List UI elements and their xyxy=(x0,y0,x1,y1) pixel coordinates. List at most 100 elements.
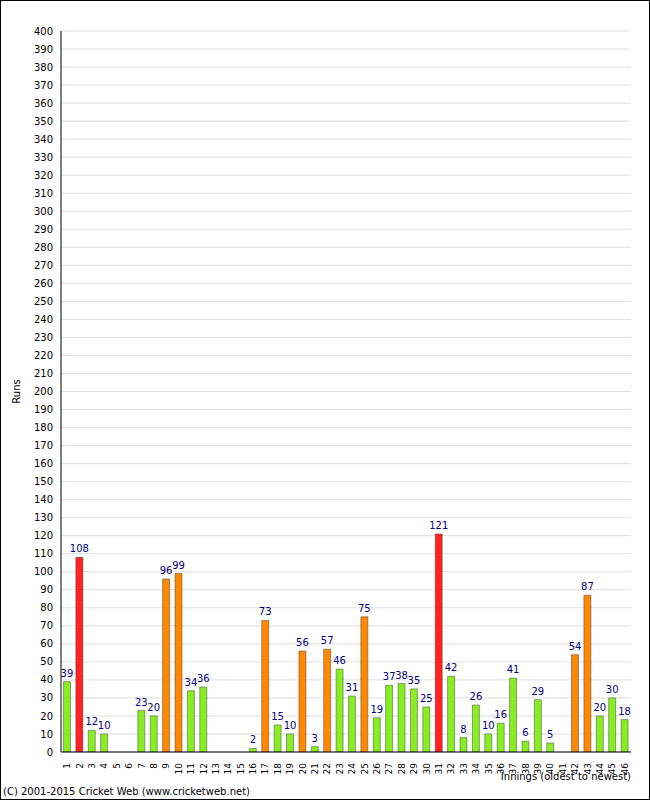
svg-text:31: 31 xyxy=(346,682,359,693)
svg-text:19: 19 xyxy=(285,763,295,774)
svg-text:10: 10 xyxy=(284,720,297,731)
svg-text:18: 18 xyxy=(618,706,631,717)
svg-text:10: 10 xyxy=(98,720,111,731)
svg-text:200: 200 xyxy=(34,386,53,397)
svg-text:96: 96 xyxy=(160,565,173,576)
svg-text:56: 56 xyxy=(296,637,309,648)
svg-text:7: 7 xyxy=(137,763,147,769)
svg-text:340: 340 xyxy=(34,134,53,145)
svg-text:11: 11 xyxy=(186,763,196,774)
svg-text:46: 46 xyxy=(333,655,346,666)
svg-text:380: 380 xyxy=(34,62,53,73)
svg-text:35: 35 xyxy=(408,675,421,686)
svg-text:24: 24 xyxy=(347,763,357,774)
svg-text:6: 6 xyxy=(522,727,528,738)
svg-text:87: 87 xyxy=(581,581,594,592)
svg-text:110: 110 xyxy=(34,548,53,559)
svg-text:260: 260 xyxy=(34,278,53,289)
svg-text:17: 17 xyxy=(260,763,270,774)
svg-text:350: 350 xyxy=(34,116,53,127)
svg-text:15: 15 xyxy=(236,763,246,774)
svg-text:20: 20 xyxy=(40,711,53,722)
svg-text:26: 26 xyxy=(372,763,382,774)
svg-text:130: 130 xyxy=(34,512,53,523)
svg-text:10: 10 xyxy=(174,763,184,774)
svg-text:27: 27 xyxy=(384,763,394,774)
svg-text:280: 280 xyxy=(34,242,53,253)
svg-text:0: 0 xyxy=(47,747,53,758)
svg-text:80: 80 xyxy=(40,602,53,613)
svg-text:5: 5 xyxy=(547,729,553,740)
svg-text:10: 10 xyxy=(482,720,495,731)
svg-text:19: 19 xyxy=(370,704,383,715)
svg-text:160: 160 xyxy=(34,458,53,469)
svg-text:8: 8 xyxy=(460,724,466,735)
svg-text:36: 36 xyxy=(197,673,210,684)
svg-text:6: 6 xyxy=(124,763,134,769)
svg-text:1: 1 xyxy=(62,763,72,769)
svg-text:99: 99 xyxy=(172,560,185,571)
svg-text:30: 30 xyxy=(422,763,432,774)
svg-text:240: 240 xyxy=(34,314,53,325)
svg-text:3: 3 xyxy=(312,733,318,744)
svg-text:290: 290 xyxy=(34,224,53,235)
svg-text:230: 230 xyxy=(34,332,53,343)
svg-text:400: 400 xyxy=(34,26,53,37)
svg-text:220: 220 xyxy=(34,350,53,361)
svg-text:250: 250 xyxy=(34,296,53,307)
svg-text:20: 20 xyxy=(593,702,606,713)
svg-text:90: 90 xyxy=(40,584,53,595)
svg-text:29: 29 xyxy=(531,686,544,697)
svg-text:320: 320 xyxy=(34,170,53,181)
svg-text:370: 370 xyxy=(34,80,53,91)
svg-text:150: 150 xyxy=(34,476,53,487)
svg-text:210: 210 xyxy=(34,368,53,379)
svg-text:32: 32 xyxy=(446,763,456,774)
svg-text:3: 3 xyxy=(87,763,97,769)
svg-text:2: 2 xyxy=(75,763,85,769)
svg-text:31: 31 xyxy=(434,763,444,774)
svg-text:13: 13 xyxy=(211,763,221,774)
svg-text:4: 4 xyxy=(99,763,109,769)
svg-text:25: 25 xyxy=(360,763,370,774)
svg-text:360: 360 xyxy=(34,98,53,109)
svg-text:121: 121 xyxy=(429,520,448,531)
svg-text:29: 29 xyxy=(409,763,419,774)
svg-text:41: 41 xyxy=(507,664,520,675)
svg-text:54: 54 xyxy=(569,641,582,652)
svg-text:35: 35 xyxy=(484,763,494,774)
svg-text:34: 34 xyxy=(185,677,198,688)
svg-text:23: 23 xyxy=(335,763,345,774)
svg-text:34: 34 xyxy=(471,763,481,774)
svg-text:170: 170 xyxy=(34,440,53,451)
svg-text:33: 33 xyxy=(459,763,469,774)
svg-text:20: 20 xyxy=(298,763,308,774)
svg-text:28: 28 xyxy=(397,763,407,774)
svg-text:16: 16 xyxy=(248,763,258,774)
svg-text:9: 9 xyxy=(161,763,171,769)
svg-text:23: 23 xyxy=(135,697,148,708)
svg-text:30: 30 xyxy=(606,684,619,695)
svg-text:39: 39 xyxy=(61,668,74,679)
svg-text:5: 5 xyxy=(112,763,122,769)
svg-text:8: 8 xyxy=(149,763,159,769)
svg-text:330: 330 xyxy=(34,152,53,163)
svg-text:16: 16 xyxy=(494,709,507,720)
svg-text:14: 14 xyxy=(223,763,233,774)
svg-text:37: 37 xyxy=(383,671,396,682)
svg-text:42: 42 xyxy=(445,662,458,673)
svg-text:38: 38 xyxy=(395,670,408,681)
svg-text:390: 390 xyxy=(34,44,53,55)
svg-text:180: 180 xyxy=(34,422,53,433)
svg-text:22: 22 xyxy=(322,763,332,774)
svg-text:30: 30 xyxy=(40,692,53,703)
svg-text:18: 18 xyxy=(273,763,283,774)
svg-text:12: 12 xyxy=(85,716,98,727)
svg-text:2: 2 xyxy=(250,734,256,745)
svg-text:60: 60 xyxy=(40,638,53,649)
svg-text:10: 10 xyxy=(40,729,53,740)
svg-text:300: 300 xyxy=(34,206,53,217)
svg-text:190: 190 xyxy=(34,404,53,415)
svg-text:20: 20 xyxy=(147,702,160,713)
svg-text:21: 21 xyxy=(310,763,320,774)
